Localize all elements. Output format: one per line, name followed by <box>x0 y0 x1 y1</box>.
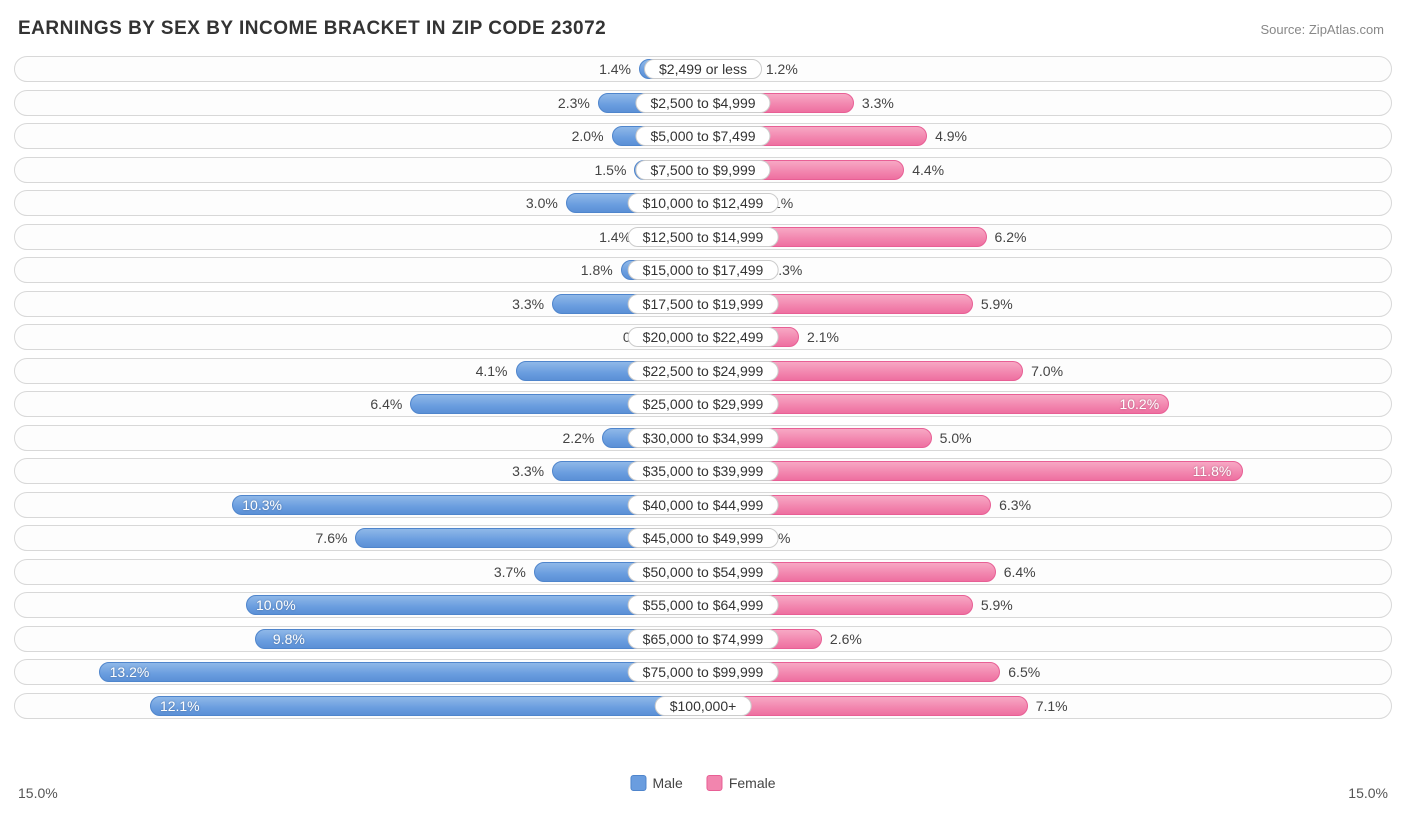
chart-row: 2.0% 4.9% $5,000 to $7,499 <box>14 123 1392 149</box>
chart-row: 2.2% 5.0% $30,000 to $34,999 <box>14 425 1392 451</box>
male-value-label: 1.4% <box>599 229 631 245</box>
chart-row: 1.8%1.3%$15,000 to $17,499 <box>14 257 1392 283</box>
category-label: $30,000 to $34,999 <box>628 428 779 448</box>
female-value-label: 4.4% <box>912 162 944 178</box>
female-value-label: 5.0% <box>940 430 972 446</box>
category-label: $20,000 to $22,499 <box>628 327 779 347</box>
chart-area: 1.4% 1.2%$2,499 or less 2.3% 3.3% $2,500 to … <box>14 56 1392 759</box>
chart-row: 4.1% 7.0% $22,500 to $24,999 <box>14 358 1392 384</box>
chart-row: 3.7% 6.4% $50,000 to $54,999 <box>14 559 1392 585</box>
category-label: $55,000 to $64,999 <box>628 595 779 615</box>
category-label: $5,000 to $7,499 <box>635 126 770 146</box>
female-bar <box>703 461 1243 481</box>
male-value-label: 13.2% <box>110 664 150 680</box>
female-value-label: 4.9% <box>935 128 967 144</box>
chart-row: 12.1% 7.1% $100,000+ <box>14 693 1392 719</box>
category-label: $2,500 to $4,999 <box>635 93 770 113</box>
male-value-label: 10.3% <box>242 497 282 513</box>
female-value-label: 11.8% <box>1193 463 1232 479</box>
male-value-label: 3.0% <box>526 195 558 211</box>
axis-max-left: 15.0% <box>18 785 58 801</box>
male-value-label: 6.4% <box>370 396 402 412</box>
male-value-label: 2.2% <box>562 430 594 446</box>
female-value-label: 5.9% <box>981 597 1013 613</box>
category-label: $15,000 to $17,499 <box>628 260 779 280</box>
category-label: $65,000 to $74,999 <box>628 629 779 649</box>
legend-male-label: Male <box>652 775 682 791</box>
chart-row: 7.6%0.87%$45,000 to $49,999 <box>14 525 1392 551</box>
category-label: $7,500 to $9,999 <box>635 160 770 180</box>
female-value-label: 5.9% <box>981 296 1013 312</box>
category-label: $40,000 to $44,999 <box>628 495 779 515</box>
category-label: $12,500 to $14,999 <box>628 227 779 247</box>
chart-row: 3.3% 5.9% $17,500 to $19,999 <box>14 291 1392 317</box>
chart-row: 2.3% 3.3% $2,500 to $4,999 <box>14 90 1392 116</box>
male-value-label: 1.8% <box>581 262 613 278</box>
chart-row: 1.4% 1.2%$2,499 or less <box>14 56 1392 82</box>
male-value-label: 2.0% <box>572 128 604 144</box>
chart-row: 3.3% 11.8% $35,000 to $39,999 <box>14 458 1392 484</box>
female-value-label: 7.1% <box>1036 698 1068 714</box>
male-bar <box>99 662 703 682</box>
chart-footer: 15.0% 15.0% Male Female <box>14 769 1392 799</box>
chart-source: Source: ZipAtlas.com <box>1260 22 1384 37</box>
female-value-label: 2.1% <box>807 329 839 345</box>
male-value-label: 1.4% <box>599 61 631 77</box>
male-value-label: 10.0% <box>256 597 296 613</box>
female-value-label: 6.4% <box>1004 564 1036 580</box>
axis-max-right: 15.0% <box>1348 785 1388 801</box>
chart-row: 10.3% 6.3% $40,000 to $44,999 <box>14 492 1392 518</box>
legend-item-male: Male <box>630 775 682 791</box>
category-label: $22,500 to $24,999 <box>628 361 779 381</box>
female-swatch-icon <box>707 775 723 791</box>
female-value-label: 3.3% <box>862 95 894 111</box>
chart-row: 13.2% 6.5% $75,000 to $99,999 <box>14 659 1392 685</box>
category-label: $45,000 to $49,999 <box>628 528 779 548</box>
male-value-label: 12.1% <box>160 698 200 714</box>
male-value-label: 1.5% <box>594 162 626 178</box>
female-value-label: 2.6% <box>830 631 862 647</box>
category-label: $75,000 to $99,999 <box>628 662 779 682</box>
female-value-label: 1.2% <box>766 61 798 77</box>
chart-row: 9.8% 2.6% $65,000 to $74,999 <box>14 626 1392 652</box>
male-value-label: 7.6% <box>316 530 348 546</box>
chart-row: 0.71%2.1%$20,000 to $22,499 <box>14 324 1392 350</box>
male-value-label: 3.3% <box>512 296 544 312</box>
category-label: $35,000 to $39,999 <box>628 461 779 481</box>
category-label: $100,000+ <box>655 696 752 716</box>
legend: Male Female <box>630 775 775 791</box>
chart-row: 1.4% 6.2% $12,500 to $14,999 <box>14 224 1392 250</box>
category-label: $2,499 or less <box>644 59 762 79</box>
legend-item-female: Female <box>707 775 776 791</box>
male-value-label: 2.3% <box>558 95 590 111</box>
female-bar <box>703 696 1028 716</box>
male-value-label: 9.8% <box>273 631 305 647</box>
female-value-label: 6.5% <box>1008 664 1040 680</box>
male-bar <box>150 696 703 716</box>
female-value-label: 6.2% <box>995 229 1027 245</box>
chart-title: EARNINGS BY SEX BY INCOME BRACKET IN ZIP… <box>18 18 606 40</box>
category-label: $50,000 to $54,999 <box>628 562 779 582</box>
chart-row: 3.0%1.1%$10,000 to $12,499 <box>14 190 1392 216</box>
chart-row: 10.0% 5.9% $55,000 to $64,999 <box>14 592 1392 618</box>
chart-row: 6.4% 10.2% $25,000 to $29,999 <box>14 391 1392 417</box>
category-label: $25,000 to $29,999 <box>628 394 779 414</box>
category-label: $10,000 to $12,499 <box>628 193 779 213</box>
male-value-label: 3.7% <box>494 564 526 580</box>
male-swatch-icon <box>630 775 646 791</box>
female-value-label: 7.0% <box>1031 363 1063 379</box>
male-value-label: 3.3% <box>512 463 544 479</box>
category-label: $17,500 to $19,999 <box>628 294 779 314</box>
male-value-label: 4.1% <box>476 363 508 379</box>
female-value-label: 10.2% <box>1119 396 1159 412</box>
chart-row: 1.5% 4.4% $7,500 to $9,999 <box>14 157 1392 183</box>
female-value-label: 6.3% <box>999 497 1031 513</box>
legend-female-label: Female <box>729 775 776 791</box>
